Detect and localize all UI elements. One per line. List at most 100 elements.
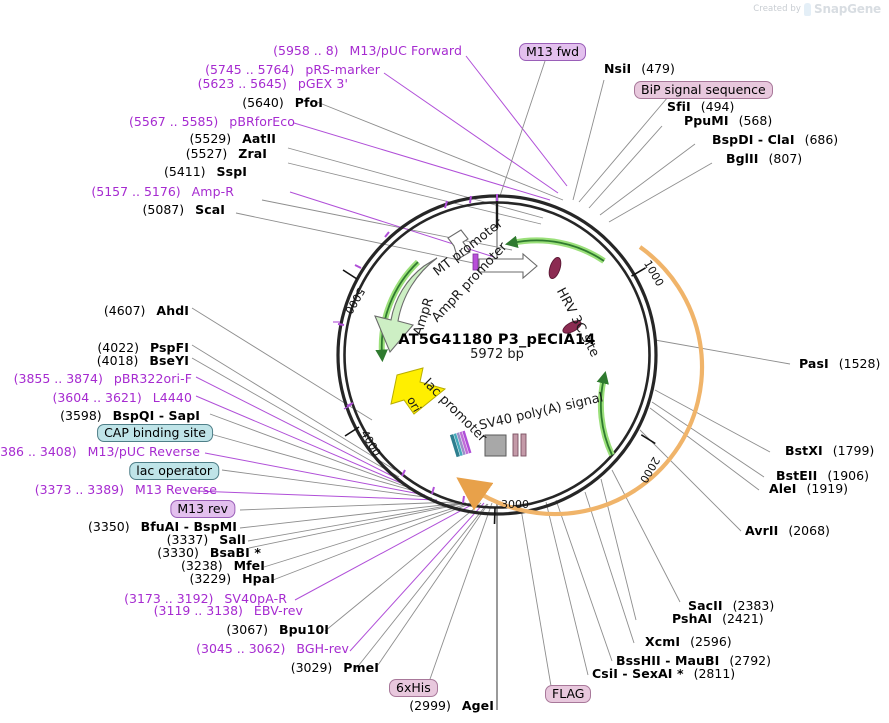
boxed-label-cap-binding-site[interactable]: CAP binding site bbox=[97, 424, 213, 442]
label-alei[interactable]: AleI (1919) bbox=[769, 482, 848, 496]
label-pshai[interactable]: PshAI (2421) bbox=[672, 612, 764, 626]
label-avrii[interactable]: AvrII (2068) bbox=[745, 524, 830, 538]
label-sacii[interactable]: SacII (2383) bbox=[688, 599, 774, 613]
page-title: AT5G41180 P3_pECIA14 bbox=[398, 332, 596, 348]
label-bgh-rev[interactable]: (3045 .. 3062) BGH-rev bbox=[196, 642, 349, 656]
label-pfoi[interactable]: (5640) PfoI bbox=[242, 96, 323, 110]
feature-arrow-mt-promoter bbox=[478, 252, 538, 280]
label-position: (686) bbox=[804, 132, 839, 147]
label-m13-puc-reverse[interactable]: (3386 .. 3408) M13/pUC Reverse bbox=[0, 445, 200, 459]
label-bsshii-maubi[interactable]: BssHII - MauBI (2792) bbox=[616, 654, 771, 668]
label-name: PpuMI bbox=[684, 113, 729, 128]
feature-arrow-ampr bbox=[374, 257, 438, 354]
label-bspqi-sapi[interactable]: (3598) BspQI - SapI bbox=[60, 409, 200, 423]
label-pbr322ori-f[interactable]: (3855 .. 3874) pBR322ori-F bbox=[14, 372, 192, 386]
feature-box-pink-2 bbox=[520, 433, 527, 457]
label-ebv-rev[interactable]: (3119 .. 3138) EBV-rev bbox=[154, 604, 303, 618]
label-m13-puc-forward[interactable]: (5958 .. 8) M13/pUC Forward bbox=[273, 44, 462, 58]
label-name: BspQI - SapI bbox=[112, 408, 200, 423]
label-pspfi[interactable]: (4022) PspFI bbox=[97, 341, 189, 355]
label-position: (494) bbox=[700, 99, 735, 114]
label-position: (5087) bbox=[142, 202, 185, 217]
label-mfei[interactable]: (3238) MfeI bbox=[181, 559, 265, 573]
label-position: (3029) bbox=[290, 660, 333, 675]
label-nsii[interactable]: NsiI (479) bbox=[604, 62, 675, 76]
label-bspdi-clai[interactable]: BspDI - ClaI (686) bbox=[712, 133, 838, 147]
boxed-label-bip-signal-sequence[interactable]: BiP signal sequence bbox=[634, 81, 773, 99]
label-m13-reverse[interactable]: (3373 .. 3389) M13 Reverse bbox=[35, 483, 217, 497]
feature-arrow-ampr-promoter bbox=[447, 229, 471, 260]
label-sfii[interactable]: SfiI (494) bbox=[667, 100, 734, 114]
feature-arrow-ori bbox=[390, 367, 447, 415]
label-bfuai-bspmi[interactable]: (3350) BfuAI - BspMI bbox=[88, 520, 237, 534]
label-position: (807) bbox=[768, 151, 803, 166]
boxed-label-m13-rev[interactable]: M13 rev bbox=[170, 500, 235, 518]
label-name: AgeI bbox=[461, 698, 494, 713]
label-position: (2421) bbox=[722, 611, 764, 626]
label-pmei[interactable]: (3029) PmeI bbox=[291, 661, 379, 675]
label-xcmi[interactable]: XcmI (2596) bbox=[645, 635, 732, 649]
feature-ellipse-mt bbox=[548, 256, 562, 280]
label-name: PasI bbox=[799, 356, 829, 371]
label-pbrforeco[interactable]: (5567 .. 5585) pBRforEco bbox=[129, 115, 295, 129]
label-name: SacII bbox=[688, 598, 723, 613]
label-scai[interactable]: (5087) ScaI bbox=[143, 203, 225, 217]
label-bseyi[interactable]: (4018) BseYI bbox=[97, 354, 189, 368]
boxed-label-m13-fwd[interactable]: M13 fwd bbox=[519, 43, 587, 61]
label-prs-marker[interactable]: (5745 .. 5764) pRS-marker bbox=[205, 63, 380, 77]
label-position: (2596) bbox=[690, 634, 732, 649]
feature-bar-purple-mt bbox=[472, 253, 479, 271]
label-name: EBV-rev bbox=[253, 603, 303, 618]
label-sspi[interactable]: (5411) SspI bbox=[164, 165, 247, 179]
label-position: (5745 .. 5764) bbox=[205, 62, 295, 77]
label-hpai[interactable]: (3229) HpaI bbox=[190, 572, 275, 586]
label-zrai[interactable]: (5527) ZraI bbox=[186, 147, 267, 161]
label-name: XcmI bbox=[645, 634, 681, 649]
label-ahdi[interactable]: (4607) AhdI bbox=[104, 304, 189, 318]
label-l4440[interactable]: (3604 .. 3621) L4440 bbox=[52, 391, 192, 405]
leader-lines-top-right bbox=[499, 57, 713, 223]
label-position: (3330) bbox=[157, 545, 199, 560]
label-position: (4607) bbox=[103, 303, 146, 318]
label-bsabi[interactable]: (3330) BsaBI * bbox=[157, 546, 261, 560]
label-name: BssHII - MauBI bbox=[616, 653, 720, 668]
axis-ticks bbox=[342, 267, 656, 525]
boxed-label-flag[interactable]: FLAG bbox=[545, 685, 592, 703]
feature-boxes-bottom bbox=[449, 430, 527, 458]
label-pasi[interactable]: PasI (1528) bbox=[799, 357, 880, 371]
feature-ellipse-hrv3c bbox=[562, 320, 582, 334]
label-position: (5157 .. 5176) bbox=[91, 184, 181, 199]
label-name: BsaBI * bbox=[209, 545, 261, 560]
label-position: (568) bbox=[738, 113, 773, 128]
label-ppumi[interactable]: PpuMI (568) bbox=[684, 114, 772, 128]
label-name: MfeI bbox=[233, 558, 265, 573]
label-bstxi[interactable]: BstXI (1799) bbox=[785, 444, 874, 458]
boxed-label-6xhis[interactable]: 6xHis bbox=[389, 679, 438, 697]
label-name: BstEII bbox=[776, 468, 818, 483]
label-aatii[interactable]: (5529) AatII bbox=[190, 132, 276, 146]
boxed-label-lac-operator[interactable]: lac operator bbox=[129, 462, 219, 480]
backbone-primer-brackets bbox=[333, 321, 352, 410]
label-position: (3598) bbox=[60, 408, 102, 423]
label-csii-sexai[interactable]: CsiI - SexAI * (2811) bbox=[592, 667, 735, 681]
label-position: (3604 .. 3621) bbox=[52, 390, 142, 405]
label-sali[interactable]: (3337) SalI bbox=[167, 533, 246, 547]
label-agei[interactable]: (2999) AgeI bbox=[409, 699, 494, 713]
label-position: (3067) bbox=[226, 622, 268, 637]
label-position: (3238) bbox=[181, 558, 223, 573]
label-bsteii[interactable]: BstEII (1906) bbox=[776, 469, 869, 483]
label-name: PfoI bbox=[294, 95, 323, 110]
label-position: (5411) bbox=[163, 164, 206, 179]
label-sv40pa-r[interactable]: (3173 .. 3192) SV40pA-R bbox=[124, 592, 287, 606]
label-position: (1919) bbox=[806, 481, 849, 496]
watermark-brand: SnapGene bbox=[814, 2, 881, 16]
label-pgex-3prime[interactable]: (5623 .. 5645) pGEX 3' bbox=[198, 77, 348, 91]
label-name: BGH-rev bbox=[296, 641, 349, 656]
label-name: SalI bbox=[219, 532, 246, 547]
label-amp-r[interactable]: (5157 .. 5176) Amp-R bbox=[91, 185, 234, 199]
label-position: (4022) bbox=[97, 340, 139, 355]
label-name: BglII bbox=[726, 151, 759, 166]
label-bglii[interactable]: BglII (807) bbox=[726, 152, 802, 166]
label-position: (5527) bbox=[185, 146, 228, 161]
label-bpu10i[interactable]: (3067) Bpu10I bbox=[226, 623, 329, 637]
